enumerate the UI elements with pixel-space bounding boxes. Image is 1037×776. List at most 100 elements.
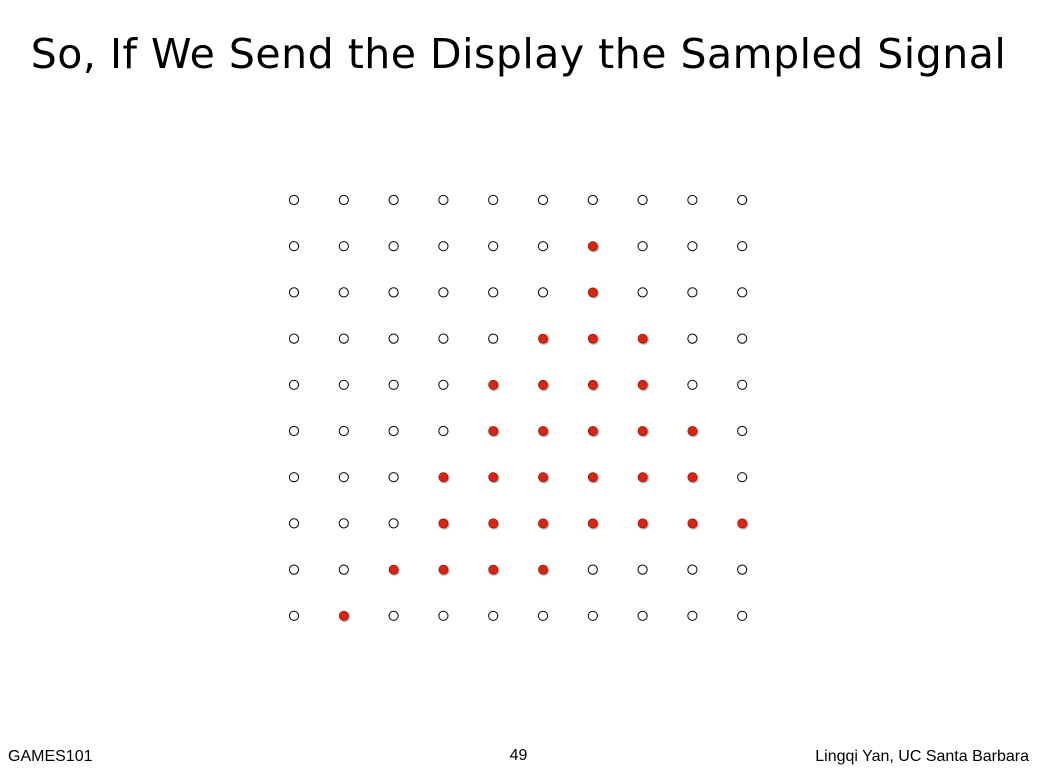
sample-dot-empty bbox=[488, 333, 499, 344]
sample-dot-empty bbox=[737, 425, 748, 437]
sample-dot-empty bbox=[388, 425, 399, 437]
sample-dot-empty bbox=[687, 610, 698, 621]
sample-dot-empty bbox=[537, 287, 549, 298]
sample-dot-filled bbox=[488, 472, 499, 483]
sample-dot-empty bbox=[338, 564, 349, 575]
sample-dot-filled bbox=[687, 472, 698, 483]
sample-dot-filled bbox=[687, 426, 698, 436]
sample-dot-filled bbox=[338, 610, 349, 621]
sample-dot-empty bbox=[438, 425, 449, 437]
sample-dot-empty bbox=[737, 472, 748, 483]
sample-dot-filled bbox=[587, 379, 598, 390]
sample-dot-filled bbox=[538, 333, 548, 344]
sample-dot-empty bbox=[338, 287, 349, 298]
sample-dot-filled bbox=[587, 518, 598, 529]
sample-dot-filled bbox=[438, 564, 449, 575]
sample-dot-empty bbox=[737, 287, 748, 298]
sample-dot-empty bbox=[737, 379, 748, 390]
sample-dot-filled bbox=[438, 472, 449, 483]
sample-dot-empty bbox=[388, 194, 399, 206]
sample-dot-empty bbox=[288, 379, 300, 390]
sample-dot-filled bbox=[438, 518, 449, 529]
sample-dot-empty bbox=[488, 241, 499, 252]
sample-dot-empty bbox=[737, 610, 748, 621]
sample-dot-filled bbox=[538, 426, 548, 436]
sample-dot-empty bbox=[687, 287, 698, 298]
sample-dot-empty bbox=[338, 241, 349, 252]
sample-dot-empty bbox=[737, 241, 748, 252]
sample-dot-filled bbox=[687, 518, 698, 529]
sample-dot-empty bbox=[288, 241, 300, 252]
sample-dot-filled bbox=[587, 472, 598, 483]
sample-dot-empty bbox=[388, 379, 399, 390]
sample-dot-empty bbox=[288, 472, 300, 483]
sample-dot-empty bbox=[288, 610, 300, 621]
sample-dot-empty bbox=[438, 379, 449, 390]
sample-dot-filled bbox=[637, 518, 648, 529]
sample-dot-empty bbox=[388, 241, 399, 252]
sample-dot-filled bbox=[637, 379, 648, 390]
sample-dot-empty bbox=[288, 287, 300, 298]
slide-title: So, If We Send the Display the Sampled S… bbox=[30, 30, 1007, 78]
sample-dot-filled bbox=[538, 472, 548, 483]
sample-dot-empty bbox=[687, 241, 698, 252]
sample-dot-empty bbox=[488, 194, 499, 206]
sample-dot-filled bbox=[538, 518, 548, 529]
sample-dot-empty bbox=[338, 194, 349, 206]
sample-dot-empty bbox=[288, 564, 300, 575]
sample-dot-empty bbox=[438, 241, 449, 252]
sample-dot-filled bbox=[637, 426, 648, 436]
sample-dot-empty bbox=[438, 610, 449, 621]
sample-dot-empty bbox=[587, 564, 598, 575]
sample-dot-empty bbox=[388, 287, 399, 298]
sample-dot-empty bbox=[587, 194, 598, 206]
sample-dot-empty bbox=[338, 425, 349, 437]
sample-dot-empty bbox=[288, 518, 300, 529]
sample-dot-empty bbox=[687, 379, 698, 390]
footer-page-number: 49 bbox=[509, 747, 528, 764]
sample-dot-filled bbox=[488, 379, 499, 390]
footer-author: Lingqi Yan, UC Santa Barbara bbox=[815, 748, 1029, 765]
sample-dot-empty bbox=[438, 287, 449, 298]
sample-dot-empty bbox=[537, 610, 549, 621]
sample-dot-empty bbox=[438, 194, 449, 206]
sample-dot-filled bbox=[587, 426, 598, 436]
sample-dot-empty bbox=[737, 333, 748, 344]
sample-dot-empty bbox=[687, 194, 698, 206]
sample-dot-filled bbox=[587, 333, 598, 344]
sample-dot-empty bbox=[637, 287, 648, 298]
sample-dot-filled bbox=[587, 287, 598, 298]
sample-dot-empty bbox=[737, 194, 748, 206]
sample-dot-empty bbox=[438, 333, 449, 344]
sample-dot-filled bbox=[637, 333, 648, 344]
sample-dot-empty bbox=[488, 610, 499, 621]
sample-dot-filled bbox=[538, 379, 548, 390]
sample-dot-filled bbox=[587, 241, 598, 252]
sample-dot-empty bbox=[338, 472, 349, 483]
sample-dot-filled bbox=[637, 472, 648, 483]
sample-dot-empty bbox=[288, 425, 300, 437]
sample-dot-empty bbox=[637, 564, 648, 575]
footer-course-label: GAMES101 bbox=[8, 748, 93, 765]
sample-dot-empty bbox=[687, 333, 698, 344]
sample-dot-empty bbox=[737, 564, 748, 575]
sample-dot-empty bbox=[388, 610, 399, 621]
sample-dot-empty bbox=[537, 241, 549, 252]
sample-dot-empty bbox=[338, 379, 349, 390]
sample-dot-empty bbox=[288, 333, 300, 344]
sample-dot-empty bbox=[338, 333, 349, 344]
sample-dot-filled bbox=[737, 518, 748, 529]
sample-dot-empty bbox=[388, 333, 399, 344]
sample-dot-filled bbox=[488, 564, 499, 575]
sample-dot-empty bbox=[388, 472, 399, 483]
sample-dot-filled bbox=[538, 564, 548, 575]
sample-dot-empty bbox=[687, 564, 698, 575]
sample-dot-empty bbox=[637, 610, 648, 621]
sample-dot-empty bbox=[288, 194, 300, 206]
sample-dot-filled bbox=[388, 564, 399, 575]
sample-dot-empty bbox=[587, 610, 598, 621]
sample-dot-empty bbox=[637, 241, 648, 252]
sample-dot-filled bbox=[488, 518, 499, 529]
sample-dot-empty bbox=[488, 287, 499, 298]
